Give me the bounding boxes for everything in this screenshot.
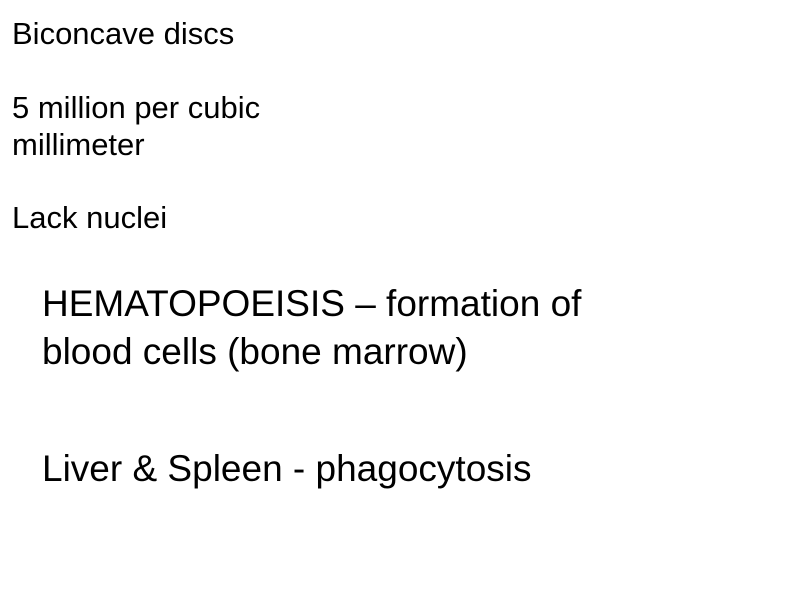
text-5million-b: millimeter	[12, 127, 145, 163]
text-lack-nuclei: Lack nuclei	[12, 200, 167, 236]
text-hematopoeisis-b: blood cells (bone marrow)	[42, 331, 468, 373]
text-liver-spleen: Liver & Spleen - phagocytosis	[42, 448, 532, 490]
text-biconcave: Biconcave discs	[12, 16, 234, 52]
text-hematopoeisis-a: HEMATOPOEISIS – formation of	[42, 283, 581, 325]
text-5million-a: 5 million per cubic	[12, 90, 260, 126]
